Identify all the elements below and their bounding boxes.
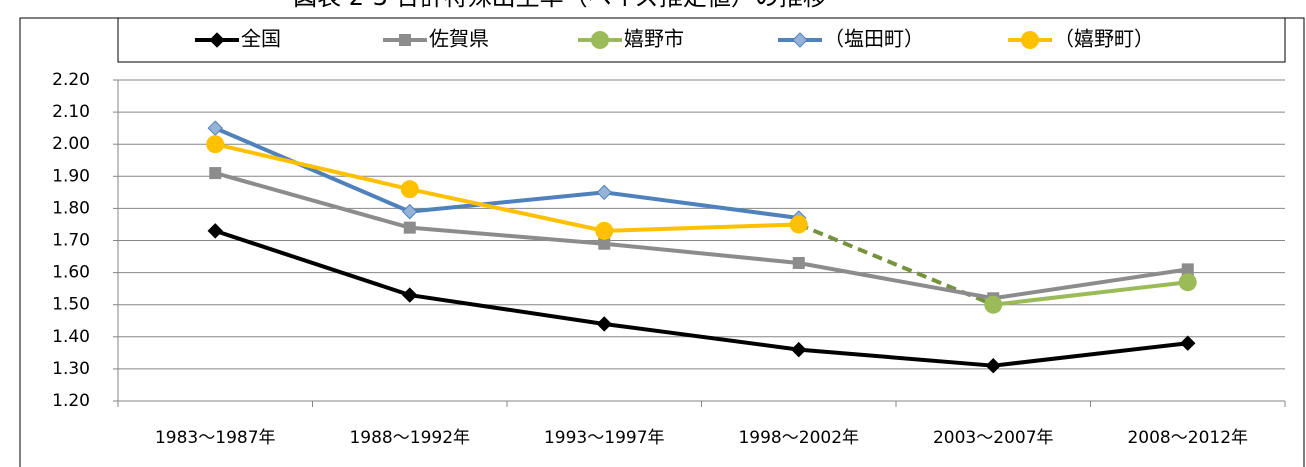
series-line [214,142,799,233]
legend-label: 嬉野市 [624,27,684,51]
point [207,120,223,136]
x-tick-label: 1988〜1992年 [349,428,470,448]
chart-border [19,17,1305,467]
x-tick-label: 1998〜2002年 [738,428,859,448]
legend-label: （塩田町） [824,27,924,51]
legend-label: 佐賀県 [429,27,489,51]
point [596,316,612,332]
y-tick-label: 2.10 [52,102,90,122]
series-line [993,280,1188,307]
y-tick-label: 1.40 [52,327,90,347]
legend-marker [792,32,808,48]
y-tick-label: 1.20 [52,391,90,411]
point [985,357,1001,374]
point [595,221,614,240]
chart-title: 図表 2-3 合計特殊出生率（ベイズ推定値）の推移 [293,0,827,11]
point [403,221,416,234]
y-tick-label: 1.30 [52,359,90,379]
point [206,135,225,154]
point [792,256,805,269]
point [400,180,419,199]
legend-marker [1021,31,1039,49]
point [207,223,223,239]
x-tick-label: 1993〜1997年 [544,428,665,448]
x-tick-label: 2008〜2012年 [1127,428,1248,448]
point [984,295,1003,314]
point [1181,263,1194,276]
x-tick-label: 1983〜1987年 [155,428,276,448]
point [598,237,611,250]
legend-marker [591,31,609,49]
y-tick-label: 2.00 [52,134,90,154]
point [596,184,612,201]
series-line [214,228,1188,368]
point [791,341,807,358]
legend-box [117,17,1286,63]
legend-marker [399,34,411,46]
y-tick-label: 1.70 [52,231,90,251]
series-line [214,126,800,221]
x-tick-label: 2003〜2007年 [933,428,1054,448]
point [789,215,808,234]
y-tick-label: 1.90 [52,166,90,186]
y-tick-label: 1.80 [52,198,90,218]
legend-label: （嬉野町） [1054,27,1154,51]
series-line [214,171,1189,301]
point [209,167,222,180]
point [402,287,418,303]
point [1180,335,1196,351]
connector-line [797,222,995,307]
y-tick-label: 1.50 [52,295,90,315]
legend-label: 全国 [241,27,281,51]
legend-marker [209,32,225,48]
point [1178,273,1197,292]
y-tick-label: 2.20 [52,70,90,90]
y-tick-label: 1.60 [52,263,90,283]
point [402,203,418,220]
